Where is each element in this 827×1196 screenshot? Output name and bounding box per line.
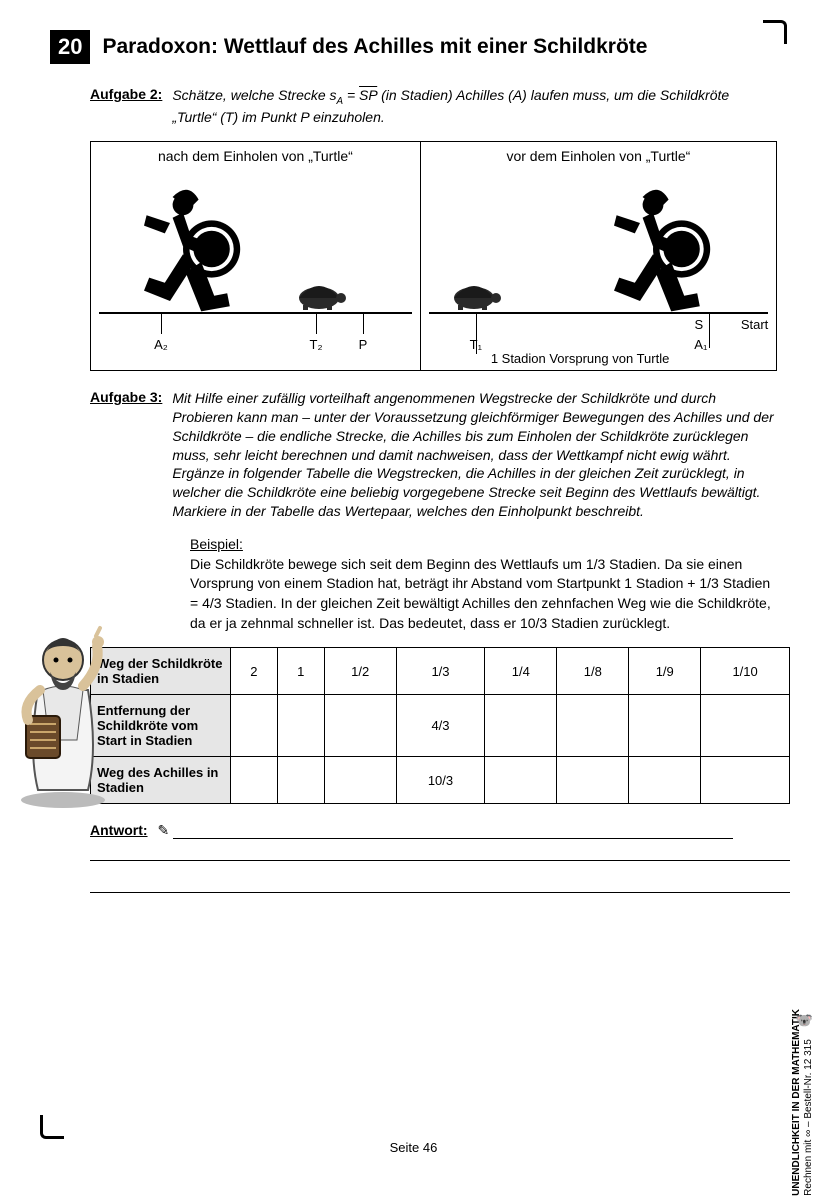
- label-S: S: [694, 317, 703, 332]
- task-2: Aufgabe 2: Schätze, welche Strecke sA = …: [90, 86, 777, 127]
- example-label: Beispiel:: [190, 536, 243, 552]
- tick-T2: [316, 314, 317, 334]
- cell[interactable]: 4/3: [396, 695, 485, 757]
- cell[interactable]: 1: [277, 648, 324, 695]
- task-3-label: Aufgabe 3:: [90, 389, 162, 521]
- tick-A2: [161, 314, 162, 334]
- cell[interactable]: 1/8: [557, 648, 629, 695]
- cell[interactable]: [629, 757, 701, 804]
- cell[interactable]: [324, 757, 396, 804]
- page-title: Paradoxon: Wettlauf des Achilles mit ein…: [102, 35, 647, 59]
- label-A2: A₂: [154, 337, 168, 352]
- exercise-number-badge: 20: [50, 30, 90, 64]
- answer-line-inline[interactable]: [173, 838, 733, 839]
- cell[interactable]: 10/3: [396, 757, 485, 804]
- corner-decoration-tr: [763, 20, 787, 44]
- cell[interactable]: [701, 757, 790, 804]
- cell[interactable]: [557, 757, 629, 804]
- page-footer: Seite 46: [0, 1140, 827, 1155]
- label-P: P: [359, 337, 368, 352]
- side-publisher-text: UNENDLICHKEIT IN DER MATHEMATIK Rechnen …: [791, 1009, 815, 1196]
- label-Start: Start: [741, 317, 768, 332]
- cell[interactable]: 2: [231, 648, 278, 695]
- achilles-figure-left: [131, 184, 261, 314]
- tick-SA1: [709, 314, 710, 348]
- cell[interactable]: [231, 695, 278, 757]
- cell[interactable]: 1/10: [701, 648, 790, 695]
- diagram-right-caption: vor dem Einholen von „Turtle“: [421, 142, 776, 164]
- cell[interactable]: 1/4: [485, 648, 557, 695]
- label-T1: T₁: [470, 337, 482, 352]
- worksheet-table: Weg der Schildkröte in Stadien 2 1 1/2 1…: [90, 647, 790, 804]
- cell[interactable]: 1/9: [629, 648, 701, 695]
- cell[interactable]: [231, 757, 278, 804]
- table-row: Entfernung der Schildkröte vom Start in …: [91, 695, 790, 757]
- answer-line[interactable]: [90, 871, 790, 893]
- answer-label: Antwort:: [90, 822, 148, 838]
- diagram-right-panel: vor dem Einholen von „Turtle“: [420, 142, 776, 370]
- diagram-left-panel: nach dem Einholen von „Turtle“: [91, 142, 420, 370]
- table-row: Weg des Achilles in Stadien 10/3: [91, 757, 790, 804]
- label-T2: T₂: [310, 337, 323, 352]
- side-line1: UNENDLICHKEIT IN DER MATHEMATIK: [791, 1009, 802, 1196]
- tick-P: [363, 314, 364, 334]
- publisher-logo-icon: 🐨: [796, 1012, 813, 1029]
- diagram-left-caption: nach dem Einholen von „Turtle“: [91, 142, 420, 164]
- answer-block: Antwort: ✎: [90, 822, 777, 839]
- page-header: 20 Paradoxon: Wettlauf des Achilles mit …: [50, 30, 777, 64]
- cell[interactable]: 1/2: [324, 648, 396, 695]
- table-row: Weg der Schildkröte in Stadien 2 1 1/2 1…: [91, 648, 790, 695]
- cell[interactable]: [277, 695, 324, 757]
- task-3-text: Mit Hilfe einer zufällig vorteilhaft ang…: [172, 389, 777, 521]
- cell[interactable]: [324, 695, 396, 757]
- philosopher-illustration: [8, 620, 118, 815]
- achilles-figure-right: [601, 184, 731, 314]
- task-2-label: Aufgabe 2:: [90, 86, 162, 127]
- cell[interactable]: [277, 757, 324, 804]
- cell[interactable]: [701, 695, 790, 757]
- cell[interactable]: 1/3: [396, 648, 485, 695]
- turtle-figure-left: [291, 278, 351, 316]
- cell[interactable]: [557, 695, 629, 757]
- example-text: Die Schildkröte bewege sich seit dem Beg…: [190, 555, 777, 633]
- cell[interactable]: [485, 757, 557, 804]
- example-block: Beispiel: Die Schildkröte bewege sich se…: [190, 535, 777, 633]
- label-A1: A₁: [694, 337, 707, 352]
- side-line2: Rechnen mit ∞ – Bestell-Nr. 12 315: [803, 1039, 814, 1196]
- answer-line[interactable]: [90, 839, 790, 861]
- pencil-icon: ✎: [157, 822, 169, 838]
- worksheet-page: 20 Paradoxon: Wettlauf des Achilles mit …: [0, 0, 827, 1169]
- task-3: Aufgabe 3: Mit Hilfe einer zufällig vort…: [90, 389, 777, 521]
- race-diagram: nach dem Einholen von „Turtle“: [90, 141, 777, 371]
- cell[interactable]: [629, 695, 701, 757]
- diagram-bottom-label: 1 Stadion Vorsprung von Turtle: [491, 351, 670, 366]
- cell[interactable]: [485, 695, 557, 757]
- corner-decoration-bl: [40, 1115, 64, 1139]
- task-2-text: Schätze, welche Strecke sA = SP (in Stad…: [172, 86, 777, 127]
- turtle-figure-right: [446, 278, 506, 316]
